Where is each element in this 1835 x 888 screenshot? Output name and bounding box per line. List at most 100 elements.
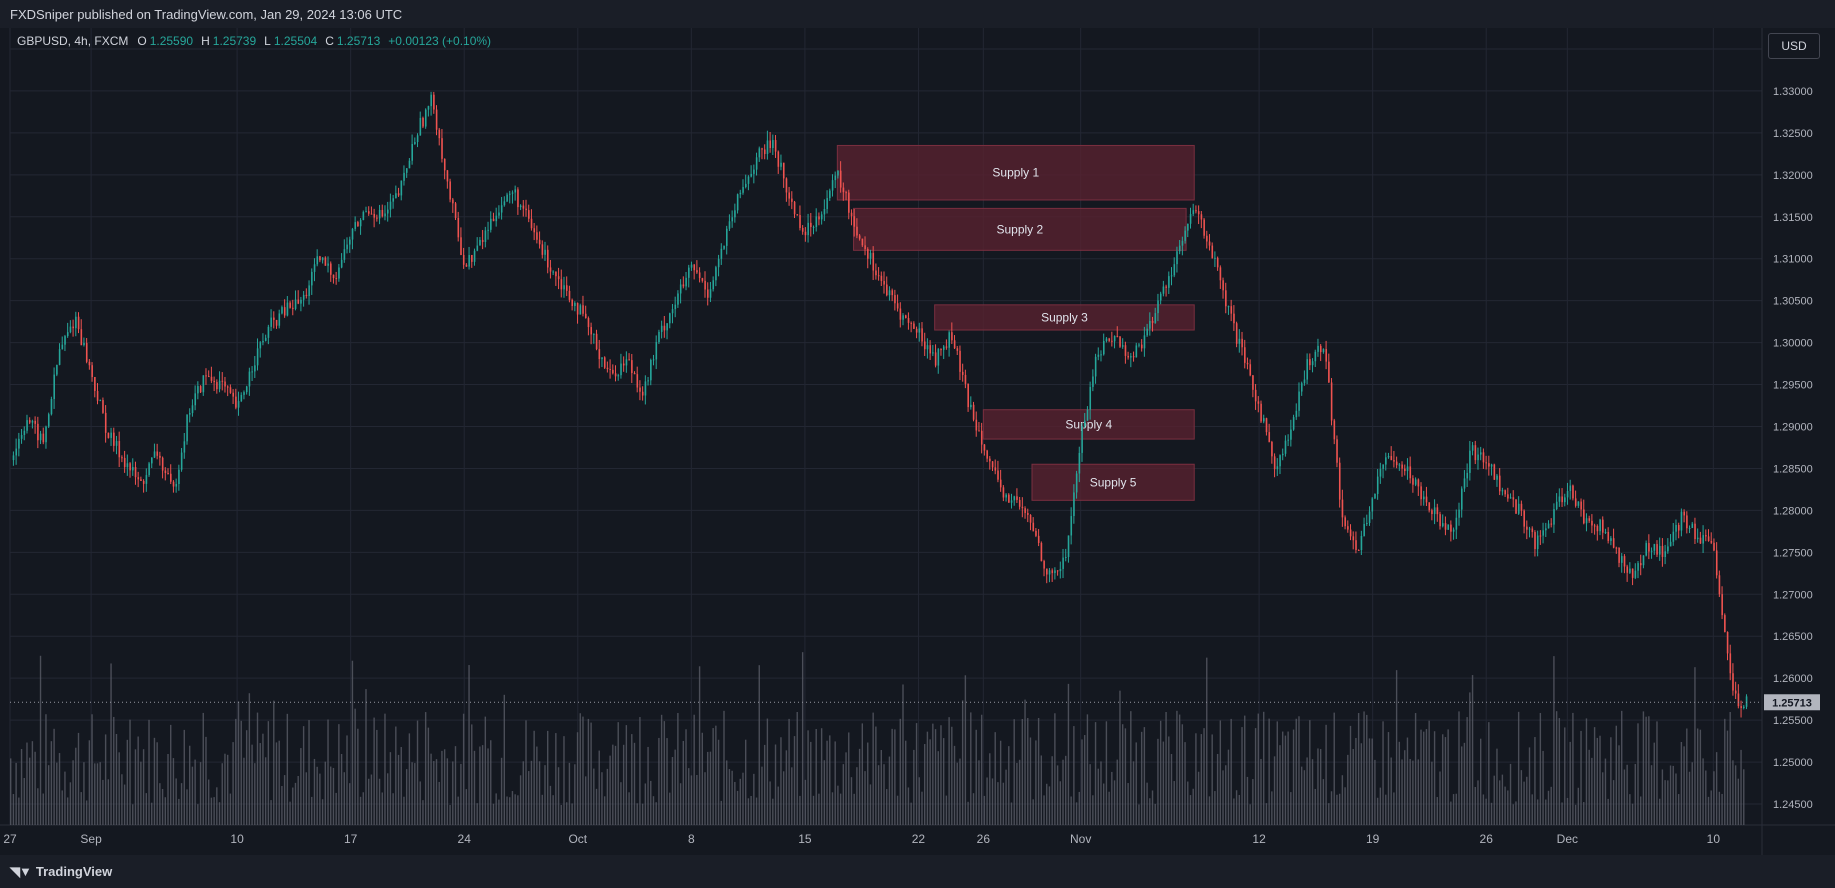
volume-bar <box>1233 798 1235 825</box>
volume-bar <box>1599 735 1601 825</box>
volume-bar <box>66 797 69 825</box>
candle-body <box>758 148 761 158</box>
volume-bar <box>1501 774 1504 825</box>
volume-bar <box>1658 798 1661 825</box>
candle-body <box>156 451 159 456</box>
volume-bar <box>164 797 166 825</box>
volume-bar <box>479 746 481 825</box>
candle-body <box>481 239 484 242</box>
candle-body <box>1295 410 1298 418</box>
volume-bar <box>688 768 690 825</box>
volume-bar <box>343 772 345 825</box>
candle-body <box>999 479 1002 488</box>
volume-bar <box>275 742 278 825</box>
volume-bar <box>1192 788 1194 825</box>
candle-body <box>989 458 991 462</box>
candle-body <box>178 469 180 485</box>
candle-body <box>980 430 983 445</box>
candle-body <box>468 254 470 267</box>
volume-bar <box>1265 803 1268 825</box>
volume-bar <box>815 729 817 825</box>
volume-bar <box>1219 720 1222 825</box>
volume-bar <box>115 733 118 825</box>
candle-body <box>104 412 107 433</box>
candle-body <box>346 244 348 250</box>
volume-bar <box>313 758 316 825</box>
candle-body <box>1675 525 1677 532</box>
volume-bar <box>804 779 807 825</box>
candle-body <box>316 256 319 265</box>
volume-bar <box>240 720 242 825</box>
candle-body <box>970 404 972 408</box>
candle-body <box>1409 466 1412 479</box>
currency-button[interactable]: USD <box>1768 33 1820 59</box>
candle-body <box>785 178 788 193</box>
x-tick-label: 26 <box>977 832 991 846</box>
candle-body <box>763 149 766 154</box>
candle-body <box>476 245 479 251</box>
volume-bar <box>1387 732 1390 825</box>
legend-low: 1.25504 <box>273 34 318 48</box>
volume-bar <box>205 736 207 825</box>
volume-bar <box>970 712 972 825</box>
candle-body <box>115 441 118 446</box>
candle-body <box>414 142 416 145</box>
candle-body <box>658 331 660 343</box>
x-tick-label: 17 <box>344 832 358 846</box>
x-tick-label: 22 <box>912 832 926 846</box>
supply-zone-label: Supply 2 <box>996 222 1043 236</box>
candle-body <box>408 160 411 169</box>
volume-bar <box>891 728 893 825</box>
volume-bar <box>1208 796 1211 825</box>
volume-bar <box>829 735 831 825</box>
volume-bar <box>1132 761 1135 825</box>
candle-body <box>264 337 267 341</box>
candle-body <box>433 94 435 110</box>
legend-open: 1.25590 <box>149 34 194 48</box>
candle-body <box>254 365 256 372</box>
candle-body <box>1138 344 1140 346</box>
candle-body <box>1086 409 1089 421</box>
candle-body <box>587 318 590 328</box>
candle-body <box>340 259 343 268</box>
candle-body <box>1740 706 1742 708</box>
candle-body <box>975 419 978 431</box>
candle-body <box>1121 345 1124 347</box>
volume-bar <box>1705 770 1707 825</box>
candle-body <box>170 473 172 482</box>
candle-body <box>609 369 611 371</box>
volume-bar <box>530 760 533 825</box>
volume-bar <box>1610 737 1612 825</box>
candle-body <box>1664 551 1667 558</box>
candle-body <box>94 377 96 391</box>
tradingview-brand[interactable]: ◥▼ TradingView <box>10 864 112 880</box>
candle-body <box>704 280 706 290</box>
volume-bar <box>978 760 980 825</box>
volume-bar <box>392 793 394 825</box>
volume-bar <box>1273 756 1276 825</box>
candle-body <box>289 302 291 308</box>
volume-bar <box>1257 713 1259 825</box>
candle-body <box>226 386 229 388</box>
volume-bar <box>568 762 571 825</box>
candle-body <box>1303 379 1306 384</box>
candle-body <box>1618 547 1620 563</box>
candle-body <box>1404 468 1406 472</box>
candle-body <box>801 227 804 232</box>
candle-body <box>422 117 424 127</box>
volume-bar <box>533 730 535 825</box>
candle-body <box>1436 507 1439 515</box>
volume-bar <box>10 758 12 825</box>
candle-body <box>522 205 525 209</box>
candle-body <box>1108 338 1111 341</box>
volume-bar <box>365 689 367 825</box>
candle-body <box>471 254 473 262</box>
volume-bar <box>1178 714 1181 825</box>
candle-body <box>1461 488 1463 510</box>
volume-bar <box>1743 769 1745 825</box>
candle-body <box>300 299 302 304</box>
candle-body <box>1306 359 1309 380</box>
candle-body <box>1450 524 1452 532</box>
candle-body <box>1127 355 1130 358</box>
